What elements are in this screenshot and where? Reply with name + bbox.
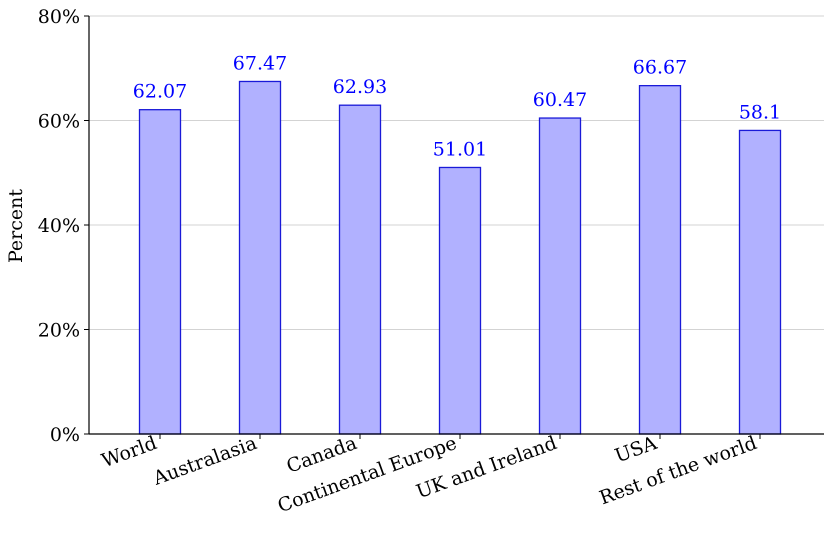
bar-value-label: 51.01 <box>433 138 487 160</box>
data-labels: 62.07 67.47 62.93 51.01 60.47 66.67 58.1 <box>133 52 781 160</box>
y-axis-label: Percent <box>5 189 27 263</box>
bar-value-label: 58.1 <box>739 101 781 123</box>
bar <box>438 166 482 435</box>
bar-value-label: 62.07 <box>133 81 187 103</box>
bar <box>238 80 282 435</box>
bar <box>138 109 182 435</box>
x-tick-label: Continental Europe <box>275 432 460 517</box>
bar <box>338 104 382 435</box>
y-tick-label: 60% <box>38 111 80 133</box>
bar <box>738 129 782 435</box>
bar <box>538 117 582 435</box>
y-tick-label: 0% <box>50 424 80 446</box>
bar-value-label: 62.93 <box>333 76 387 98</box>
bar <box>638 84 682 435</box>
bars <box>138 80 782 435</box>
x-tick-label: USA <box>612 432 660 467</box>
y-tick-label: 20% <box>38 320 80 342</box>
bar-value-label: 60.47 <box>533 89 587 111</box>
bar-value-label: 66.67 <box>633 57 687 79</box>
bar-value-label: 67.47 <box>233 52 287 74</box>
y-axis-ticks: 0% 20% 40% 60% 80% <box>38 6 89 446</box>
x-tick-label: World <box>99 432 160 472</box>
y-tick-label: 40% <box>38 215 80 237</box>
y-tick-label: 80% <box>38 6 80 28</box>
x-tick-label: Australasia <box>149 432 259 490</box>
